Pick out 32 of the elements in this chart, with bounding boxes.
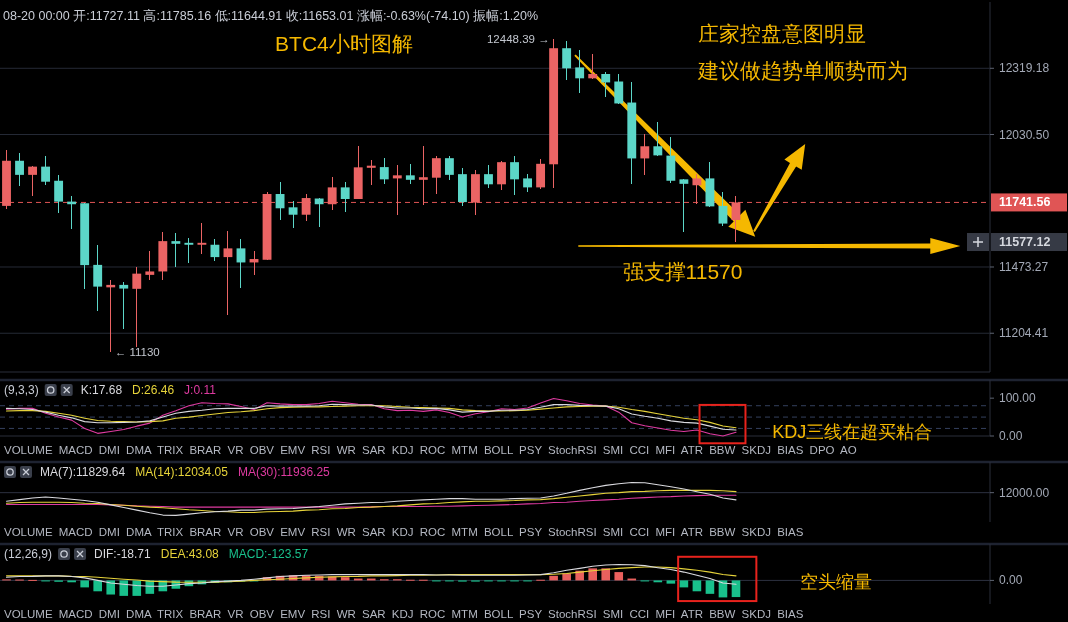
series-label: DEA:43.08: [160, 547, 220, 561]
annotation: KDJ三线在超买粘合: [772, 422, 933, 443]
y-tick-label: 100.00: [999, 391, 1037, 406]
legend-title: (9,3,3): [4, 383, 39, 397]
annotation: ← 11130: [114, 346, 160, 359]
text: MA(14):12034.05: [135, 465, 229, 479]
annotation: 空头缩量: [799, 572, 872, 593]
y-tick-label: 12030.50: [999, 127, 1050, 142]
text: VOLUME MACD DMI DMA TRIX BRAR VR OBV EMV RSI WR SAR KDJ ROC MTM BOLL PSY StochRSI SMI CCI MFI ATR BBW SKDJ BIAS DPO AO: [4, 444, 857, 456]
ref-line-label: 11741.56: [999, 195, 1051, 210]
y-tick-label: 11473.27: [999, 260, 1049, 274]
annotation: 建议做趋势单顺势而为: [696, 59, 908, 83]
annotation: 庄家控盘意图明显: [697, 22, 866, 46]
text: 11577.12: [999, 235, 1051, 250]
series-label: J:0.11: [184, 383, 217, 397]
legend-label: K:17.68: [80, 383, 123, 397]
series-label: D:26.46: [132, 383, 175, 397]
y-tick-label: 12319.18: [999, 61, 1050, 76]
text: BTC4小时图解: [275, 31, 413, 55]
legend-label: MA(7):11829.64: [40, 465, 126, 479]
y-tick-label: 11204.41: [999, 326, 1049, 341]
legend-label: DIF:-18.71: [94, 547, 152, 561]
series-label: MACD:-123.57: [228, 547, 309, 561]
text: 12000.00: [999, 485, 1050, 500]
text: VOLUME MACD DMI DMA TRIX BRAR VR OBV EMV RSI WR SAR KDJ ROC MTM BOLL PSY StochRSI SMI CCI MFI ATR BBW SKDJ BIAS: [4, 608, 804, 620]
annotation: 强支撑11570: [622, 259, 743, 283]
text: MA(30):11936.25: [237, 465, 331, 479]
text: 08-20 00:00 开:11727.11 高:11785.16 低:11644.91 收:11653.01 涨幅:-0.63%(-74.10) 振幅:1.20%: [3, 8, 539, 23]
legend-title: (12,26,9): [4, 547, 53, 561]
annotation: 12448.39 →: [486, 33, 550, 46]
text: VOLUME MACD DMI DMA TRIX BRAR VR OBV EMV RSI WR SAR KDJ ROC MTM BOLL PSY StochRSI SMI CCI MFI ATR BBW SKDJ BIAS: [4, 526, 804, 538]
y-tick-label: 0.00: [999, 429, 1023, 443]
